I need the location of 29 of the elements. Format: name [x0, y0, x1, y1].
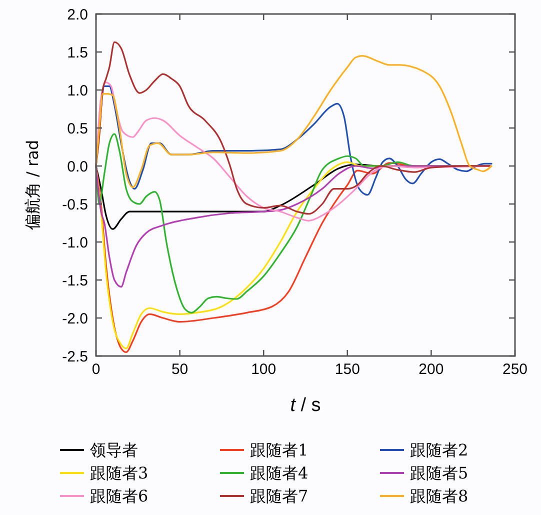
legend-label: 跟随者5	[410, 464, 468, 483]
y-tick-label: 0.0	[67, 158, 88, 176]
y-tick-label: 0.5	[67, 120, 88, 138]
legend-label: 跟随者4	[250, 464, 308, 483]
x-tick-label: 100	[251, 361, 276, 378]
x-tick-label: 150	[334, 361, 360, 378]
legend-label: 领导者	[90, 440, 138, 460]
y-tick-label: 1.0	[67, 82, 88, 100]
x-tick-label: 0	[92, 361, 100, 378]
x-tick-label: 50	[171, 361, 188, 378]
y-tick-label: 2.0	[67, 6, 88, 24]
x-axis-title: t / s	[290, 395, 321, 416]
y-tick-label: -0.5	[62, 196, 88, 214]
legend-label: 跟随者6	[90, 486, 148, 506]
legend-label: 跟随者3	[90, 464, 148, 483]
y-tick-label: -1.0	[62, 234, 88, 252]
line-series	[95, 55, 492, 188]
y-axis-title: 偏航角 / rad	[23, 140, 42, 230]
y-tick-label: -1.5	[62, 272, 88, 290]
y-tick-label: 1.5	[67, 44, 88, 62]
legend-label: 跟随者8	[410, 486, 468, 506]
x-tick-label: 250	[502, 361, 528, 378]
legend-label: 跟随者7	[250, 486, 308, 506]
legend-label: 跟随者2	[410, 440, 468, 460]
y-tick-label: -2.5	[62, 348, 88, 366]
line-series	[95, 41, 491, 215]
y-tick-label: -2.0	[62, 310, 88, 328]
x-tick-label: 200	[418, 361, 444, 378]
legend-label: 跟随者1	[250, 440, 308, 460]
